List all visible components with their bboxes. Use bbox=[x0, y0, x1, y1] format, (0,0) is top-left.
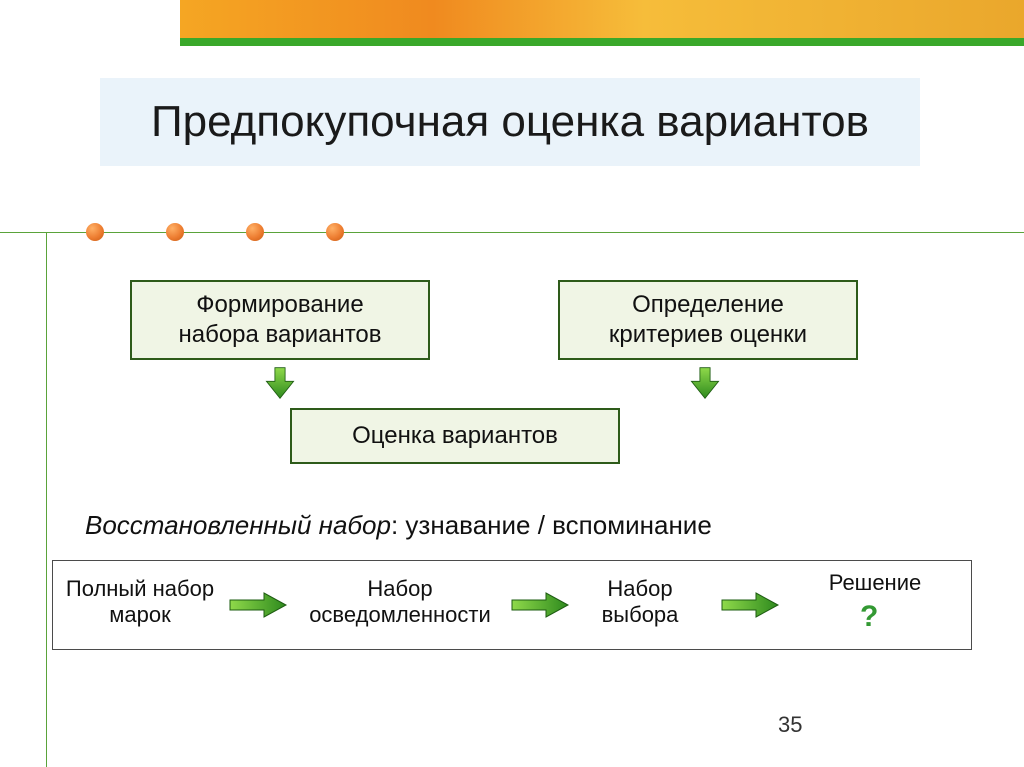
page-number: 35 bbox=[778, 712, 802, 738]
box-label: Определение критериев оценки bbox=[609, 290, 807, 350]
frame-horizontal-line bbox=[0, 232, 1024, 233]
arrow-right-icon bbox=[720, 592, 780, 618]
subtitle-line: Восстановленный набор: узнавание / вспом… bbox=[85, 510, 712, 541]
question-mark-icon: ? bbox=[860, 600, 878, 634]
slide-title-box: Предпокупочная оценка вариантов bbox=[100, 78, 920, 166]
subtitle-italic: Восстановленный набор bbox=[85, 510, 391, 540]
box-label: Формирование набора вариантов bbox=[178, 290, 381, 350]
dot-icon bbox=[166, 223, 184, 241]
arrow-right-icon bbox=[228, 592, 288, 618]
header-green-bar bbox=[180, 38, 1024, 46]
dot-icon bbox=[86, 223, 104, 241]
dot-icon bbox=[326, 223, 344, 241]
box-label: Оценка вариантов bbox=[352, 421, 558, 451]
flow-label: Набор осведомленности bbox=[300, 576, 500, 629]
dot-icon bbox=[246, 223, 264, 241]
flowchart-box-right: Определение критериев оценки bbox=[558, 280, 858, 360]
flow-label: Решение bbox=[820, 570, 930, 596]
flowchart-box-left: Формирование набора вариантов bbox=[130, 280, 430, 360]
flow-label: Набор выбора bbox=[580, 576, 700, 629]
flowchart-box-center: Оценка вариантов bbox=[290, 408, 620, 464]
arrow-down-icon bbox=[263, 366, 297, 400]
arrow-down-icon bbox=[688, 366, 722, 400]
flow-label: Полный набор марок bbox=[60, 576, 220, 629]
subtitle-rest: : узнавание / вспоминание bbox=[391, 510, 712, 540]
frame-vertical-line bbox=[46, 232, 47, 767]
arrow-right-icon bbox=[510, 592, 570, 618]
header-banner bbox=[180, 0, 1024, 38]
slide-title: Предпокупочная оценка вариантов bbox=[110, 98, 910, 146]
